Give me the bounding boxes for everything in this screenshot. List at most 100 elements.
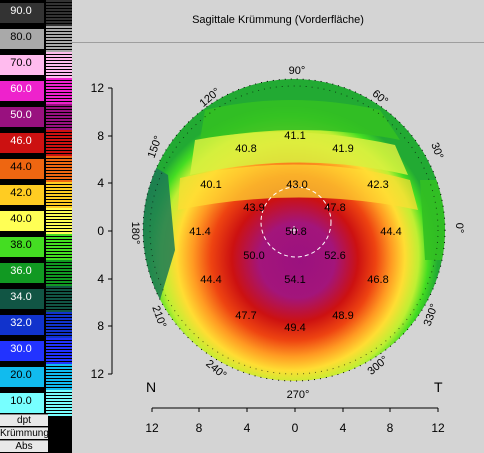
y-tick-label: 8: [97, 319, 104, 333]
scale-gradient-strip: [46, 156, 72, 182]
scale-value-label: 34.0: [10, 291, 32, 303]
scale-gradient-strip: [46, 130, 72, 156]
scale-value-label: 70.0: [10, 57, 32, 69]
scale-level: 80.0: [0, 26, 72, 52]
inner-ring: [149, 85, 439, 375]
scale-gradient-strip: [46, 182, 72, 208]
scale-gradient-strip: [46, 78, 72, 104]
curvature-value: 40.8: [235, 143, 256, 155]
scale-gradient-strip: [46, 208, 72, 234]
scale-footer-label: Krümmung: [0, 427, 49, 439]
temporal-label: T: [434, 379, 443, 395]
scale-value-label: 60.0: [10, 83, 32, 95]
scale-level: 36.0: [0, 260, 72, 286]
meridian-angle-label: 0°: [453, 223, 465, 234]
meridian-angle-label: 330°: [422, 302, 441, 327]
scale-swatch: 10.0: [0, 393, 45, 413]
scale-level: 46.0: [0, 130, 72, 156]
scale-value-label: 42.0: [10, 187, 32, 199]
scale-gradient-strip: [46, 312, 72, 338]
scale-swatch: 38.0: [0, 237, 45, 257]
scale-swatch: 36.0: [0, 263, 45, 283]
curvature-value: 50.0: [243, 250, 264, 262]
x-axis: [151, 407, 439, 412]
scale-swatch: 32.0: [0, 315, 45, 335]
scale-swatch: 60.0: [0, 81, 45, 101]
scale-value-label: 30.0: [10, 343, 32, 355]
title-divider: [72, 42, 484, 43]
curvature-value: 44.4: [380, 226, 401, 238]
curvature-value: 41.4: [189, 226, 210, 238]
y-tick-label: 12: [91, 367, 105, 381]
scale-swatch: 42.0: [0, 185, 45, 205]
scale-gradient-strip: [46, 0, 72, 26]
scale-swatch: 90.0: [0, 3, 45, 23]
curvature-value: 52.6: [324, 250, 345, 262]
curvature-value: 41.1: [284, 130, 305, 142]
scale-gradient-strip: [46, 52, 72, 78]
scale-value-label: 10.0: [10, 395, 32, 407]
scale-gradient-strip: [46, 338, 72, 364]
nasal-label: N: [146, 379, 156, 395]
y-axis: [108, 87, 113, 375]
scale-level: 10.0: [0, 390, 72, 416]
scale-swatch: 80.0: [0, 29, 45, 49]
curvature-value: 46.8: [367, 274, 388, 286]
scale-value-label: 32.0: [10, 317, 32, 329]
meridian-angle-label: 180°: [129, 222, 141, 245]
scale-swatch: 44.0: [0, 159, 45, 179]
center-cross: [290, 226, 298, 234]
color-scale-legend: 90.0 80.0 70.0 60.0 50.0 46.0 44.0 42.0 40.0 38.0…: [0, 0, 72, 453]
curvature-value: 41.9: [332, 143, 353, 155]
curvature-value: 50.8: [285, 226, 306, 238]
scale-swatch: 30.0: [0, 341, 45, 361]
y-tick-label: 8: [97, 129, 104, 143]
y-tick-label: 4: [97, 272, 104, 286]
scale-value-label: 44.0: [10, 161, 32, 173]
scale-value-label: 46.0: [10, 135, 32, 147]
scale-footer-label: dpt: [0, 414, 48, 426]
curvature-value: 40.1: [200, 179, 221, 191]
scale-swatch: 46.0: [0, 133, 45, 153]
curvature-value: 47.8: [324, 202, 345, 214]
scale-level: 30.0: [0, 338, 72, 364]
scale-swatch: 20.0: [0, 367, 45, 387]
scale-gradient-strip: [46, 234, 72, 260]
scale-footer-label: Abs: [0, 440, 48, 452]
y-tick-label: 0: [97, 224, 104, 238]
meridian-angle-label: 90°: [289, 65, 306, 77]
meridian-angle-label: 150°: [146, 134, 165, 159]
scale-gradient-strip: [46, 104, 72, 130]
scale-swatch: 70.0: [0, 55, 45, 75]
scale-value-label: 40.0: [10, 213, 32, 225]
x-tick-label: 0: [292, 421, 299, 435]
scale-gradient-strip: [46, 26, 72, 52]
scale-gradient-strip: [46, 286, 72, 312]
x-tick-label: 4: [340, 421, 347, 435]
scale-level: 38.0: [0, 234, 72, 260]
scale-level: 40.0: [0, 208, 72, 234]
scale-level: 60.0: [0, 78, 72, 104]
scale-level: 32.0: [0, 312, 72, 338]
scale-value-label: 90.0: [10, 5, 32, 17]
scale-gradient-strip: [46, 260, 72, 286]
scale-value-label: 80.0: [10, 31, 32, 43]
x-tick-label: 8: [387, 421, 394, 435]
x-tick-label: 12: [431, 421, 445, 435]
curvature-value: 43.0: [286, 179, 307, 191]
scale-level: 44.0: [0, 156, 72, 182]
pupil-outline: [260, 186, 332, 258]
scale-level: 20.0: [0, 364, 72, 390]
x-tick-label: 4: [244, 421, 251, 435]
curvature-value: 54.1: [284, 274, 305, 286]
y-tick-label: 4: [97, 176, 104, 190]
scale-value-label: 38.0: [10, 239, 32, 251]
scale-level: 90.0: [0, 0, 72, 26]
scale-level: 70.0: [0, 52, 72, 78]
scale-swatch: 40.0: [0, 211, 45, 231]
y-tick-label: 12: [91, 81, 105, 95]
x-tick-label: 8: [196, 421, 203, 435]
meridian-angle-label: 270°: [287, 389, 310, 401]
scale-level: 50.0: [0, 104, 72, 130]
